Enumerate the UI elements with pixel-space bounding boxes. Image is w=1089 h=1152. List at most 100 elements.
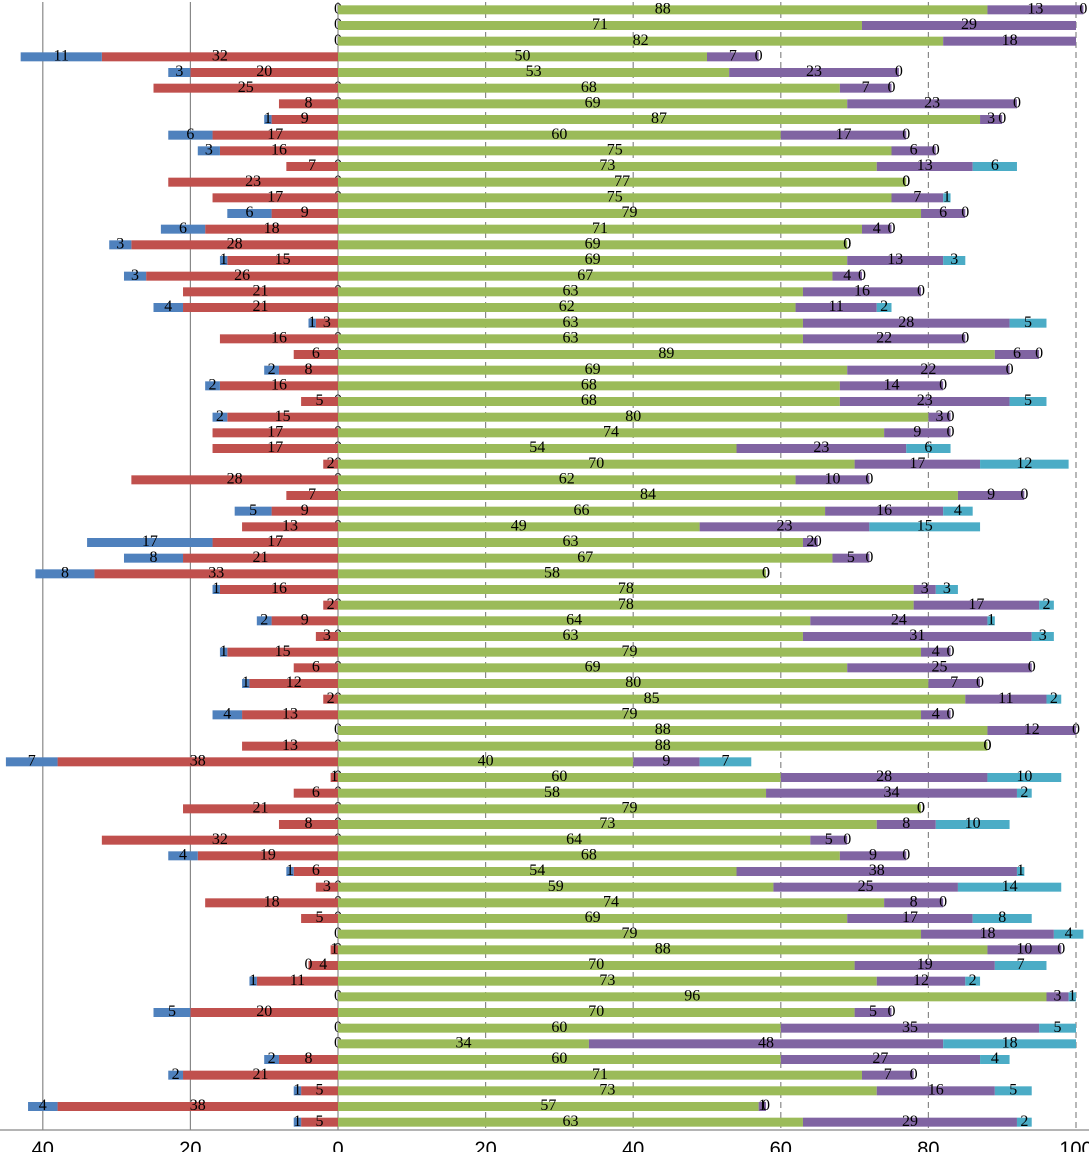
- value-label: 3: [1039, 627, 1047, 644]
- value-label: 82: [633, 32, 649, 49]
- bar-segment: [242, 522, 339, 532]
- value-label: 2: [1020, 784, 1028, 801]
- value-label: 28: [227, 236, 243, 253]
- value-label: 12: [1016, 455, 1032, 472]
- x-tick-label: 20: [179, 1138, 201, 1152]
- value-label: 58: [544, 784, 560, 801]
- value-label: 4: [164, 298, 172, 315]
- bar-segment: [861, 21, 1076, 30]
- value-label: 75: [607, 189, 623, 206]
- value-label: 0: [895, 63, 903, 80]
- value-label: 54: [529, 862, 545, 879]
- bar-segment: [876, 303, 892, 312]
- bar-segment: [168, 1070, 184, 1080]
- bar-segment: [338, 1086, 877, 1096]
- bar-segment: [921, 209, 966, 218]
- value-label: 3: [175, 63, 183, 80]
- bar-segment: [338, 256, 848, 265]
- value-label: 1: [293, 1113, 301, 1130]
- value-label: 0: [947, 643, 955, 660]
- value-label: 10: [1016, 941, 1032, 958]
- bar-segment: [980, 459, 1069, 469]
- bar-segment: [5, 757, 58, 767]
- value-label: 23: [924, 95, 940, 112]
- value-label: 0: [1020, 486, 1028, 503]
- value-label: 88: [655, 721, 671, 738]
- bar-segment: [338, 193, 892, 203]
- value-label: 13: [887, 251, 903, 268]
- bar-segment: [972, 162, 1017, 171]
- value-label: 84: [640, 486, 656, 503]
- bar-segment: [219, 381, 339, 391]
- value-label: 58: [544, 565, 560, 582]
- value-label: 7: [28, 753, 36, 770]
- value-label: 25: [238, 79, 254, 96]
- bar-segment: [921, 929, 1054, 939]
- value-label: 0: [983, 737, 991, 754]
- value-label: 28: [876, 768, 892, 785]
- bar-segment: [1031, 632, 1054, 641]
- value-label: 11: [998, 690, 1013, 707]
- bar-segment: [338, 820, 877, 829]
- bar-segment: [943, 36, 1076, 46]
- bar-segment: [338, 240, 848, 250]
- value-label: 3: [116, 236, 124, 253]
- value-label: 66: [574, 502, 590, 519]
- bar-segment: [707, 52, 759, 62]
- bar-segment: [338, 318, 803, 328]
- bar-segment: [338, 553, 833, 563]
- value-label: 10: [965, 815, 981, 832]
- bar-segment: [219, 334, 339, 344]
- value-label: 63: [562, 1113, 578, 1130]
- value-label: 12: [1024, 721, 1040, 738]
- value-label: 8: [304, 95, 312, 112]
- value-label: 38: [190, 1097, 206, 1114]
- value-label: 17: [267, 424, 283, 441]
- bar-segment: [847, 365, 1010, 375]
- value-label: 23: [806, 63, 822, 80]
- value-label: 7: [729, 48, 737, 65]
- value-label: 0: [888, 220, 896, 237]
- bar-segment: [264, 115, 272, 124]
- bar-segment: [980, 115, 1003, 124]
- bar-segment: [839, 381, 944, 391]
- value-label: 0: [976, 674, 984, 691]
- value-label: 15: [917, 518, 933, 535]
- bar-segment: [35, 569, 95, 579]
- bar-segment: [183, 287, 339, 297]
- value-label: 85: [644, 690, 660, 707]
- value-label: 8: [61, 565, 69, 582]
- bar-segment: [338, 788, 767, 798]
- value-label: 21: [253, 549, 269, 566]
- bar-segment: [338, 83, 840, 93]
- value-label: 3: [987, 110, 995, 127]
- value-label: 69: [585, 251, 601, 268]
- bar-segment: [101, 835, 339, 845]
- value-label: 21: [253, 298, 269, 315]
- bar-segment: [315, 318, 339, 328]
- value-label: 0: [961, 330, 969, 347]
- value-label: 34: [884, 784, 900, 801]
- value-label: 70: [588, 1003, 604, 1020]
- bar-segment: [338, 177, 907, 187]
- value-label: 15: [275, 643, 291, 660]
- value-label: 5: [1054, 1019, 1062, 1036]
- bar-segment: [810, 835, 848, 845]
- value-label: 0: [998, 110, 1006, 127]
- value-label: 1: [308, 314, 316, 331]
- value-label: 73: [599, 815, 615, 832]
- value-label: 0: [843, 831, 851, 848]
- bar-segment: [847, 914, 973, 923]
- bar-segment: [338, 162, 877, 171]
- value-label: 57: [540, 1097, 556, 1114]
- bar-segment: [832, 271, 862, 281]
- value-label: 1: [249, 972, 257, 989]
- value-label: 6: [179, 220, 187, 237]
- value-label: 7: [950, 674, 958, 691]
- bar-segment: [183, 303, 339, 312]
- value-label: 71: [592, 16, 608, 33]
- value-label: 75: [607, 142, 623, 159]
- value-label: 0: [865, 549, 873, 566]
- value-label: 9: [662, 753, 670, 770]
- bar-segment: [943, 256, 966, 265]
